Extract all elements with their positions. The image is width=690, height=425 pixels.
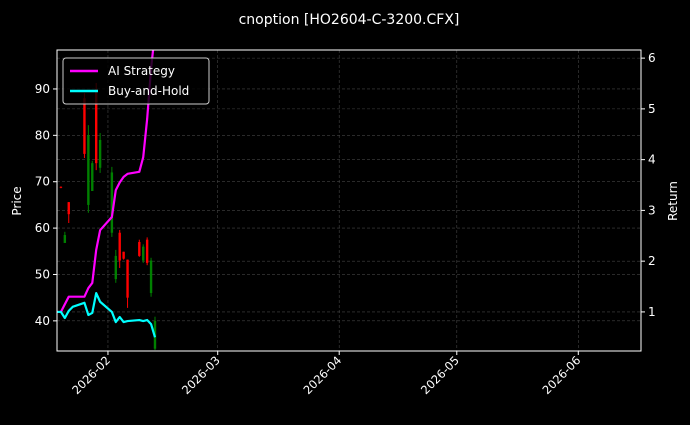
- legend-label-ai: AI Strategy: [108, 64, 175, 78]
- y-right-tick-label: 4: [648, 153, 656, 167]
- y-tick-label: 50: [35, 267, 50, 281]
- y-tick-label: 60: [35, 221, 50, 235]
- x-tick-label: 2026-05: [418, 353, 462, 397]
- candle-body: [145, 239, 149, 263]
- candle-body: [122, 251, 125, 259]
- y-tick-label: 40: [35, 314, 50, 328]
- candle-body: [138, 242, 141, 256]
- y-tick-label: 70: [35, 175, 50, 189]
- x-tick-label: 2026-04: [300, 353, 344, 397]
- candle-body: [67, 202, 70, 215]
- y-axis-right-label: Return: [666, 181, 680, 221]
- y-axis-label: Price: [10, 186, 24, 215]
- candle-body: [118, 232, 121, 261]
- y-right-tick-label: 3: [648, 203, 656, 217]
- candle-body: [83, 98, 86, 154]
- candle-body: [94, 88, 98, 164]
- legend: AI Strategy Buy-and-Hold: [62, 57, 210, 105]
- y-right-tick-label: 2: [648, 254, 656, 268]
- candle-body: [91, 163, 94, 191]
- candle-body: [142, 246, 145, 261]
- candle-body: [114, 255, 117, 280]
- candle-body: [87, 135, 90, 205]
- candle-body: [126, 259, 129, 298]
- candle-body: [59, 186, 63, 188]
- x-tick-label: 2026-06: [540, 353, 584, 397]
- x-tick-label: 2026-02: [69, 353, 113, 397]
- candle-body: [98, 139, 102, 168]
- y-tick-label: 80: [35, 128, 50, 142]
- buy-and-hold-line: [57, 292, 157, 338]
- candle-body: [149, 260, 153, 294]
- return-lines: [57, 50, 157, 338]
- candle-body: [110, 172, 114, 233]
- chart-title: cnoption [HO2604-C-3200.CFX]: [239, 12, 460, 28]
- y-tick-label: 90: [35, 82, 50, 96]
- y-right-tick-label: 1: [648, 305, 656, 319]
- y-right-tick-label: 6: [648, 51, 656, 65]
- candle-body: [63, 235, 67, 243]
- ai-strategy-line: [57, 50, 155, 314]
- plot-frame: [56, 49, 642, 352]
- x-tick-label: 2026-03: [179, 353, 223, 397]
- legend-label-bh: Buy-and-Hold: [108, 84, 189, 98]
- y-right-tick-label: 5: [648, 102, 656, 116]
